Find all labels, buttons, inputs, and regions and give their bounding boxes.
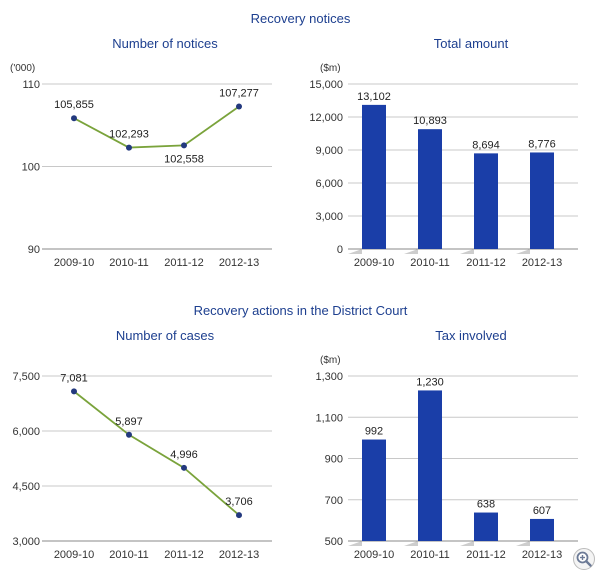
x-tick-label: 2011-12 <box>164 257 204 269</box>
y-tick-label: 6,000 <box>315 178 343 190</box>
bar <box>474 153 498 249</box>
chart-title: Number of cases <box>116 328 215 343</box>
y-tick-label: 3,000 <box>315 211 343 223</box>
data-label: 8,776 <box>528 138 556 150</box>
y-tick-label: 1,100 <box>315 412 343 424</box>
data-label: 1,230 <box>416 376 444 388</box>
series-line <box>73 390 240 516</box>
data-label: 102,293 <box>109 129 149 141</box>
unit-label: ($m) <box>320 63 341 74</box>
bar-shadow <box>460 541 474 546</box>
data-point <box>236 512 242 519</box>
data-point <box>181 142 187 149</box>
y-tick-label: 7,500 <box>12 371 40 383</box>
bar <box>418 390 442 541</box>
data-label: 8,694 <box>472 139 500 151</box>
bar <box>530 152 554 249</box>
data-point <box>71 115 77 122</box>
cases-line-chart: Number of cases 3,000 4,500 6,000 7,500 2009-… <box>12 328 272 561</box>
section-title-recovery-actions: Recovery actions in the District Court <box>193 303 408 318</box>
data-point <box>236 103 242 110</box>
y-tick-label: 110 <box>22 79 40 91</box>
data-label: 607 <box>533 505 551 517</box>
bar-shadow <box>516 249 530 254</box>
y-tick-label: 90 <box>28 244 40 256</box>
x-tick-label: 2009-10 <box>354 549 394 561</box>
x-tick-label: 2010-11 <box>410 257 450 269</box>
total-amount-bar-chart: Total amount ($m) 0 3,000 6,000 9,000 12,000 15… <box>309 36 578 269</box>
bar <box>474 512 498 541</box>
y-tick-label: 15,000 <box>309 79 343 91</box>
unit-label: ($m) <box>320 355 341 366</box>
x-tick-label: 2009-10 <box>54 549 94 561</box>
y-tick-label: 100 <box>22 162 40 174</box>
y-tick-label: 9,000 <box>315 145 343 157</box>
x-tick-label: 2012-13 <box>522 549 562 561</box>
data-label: 3,706 <box>225 496 253 508</box>
y-tick-label: 4,500 <box>12 481 40 493</box>
bar-shadow <box>348 249 362 254</box>
x-tick-label: 2009-10 <box>354 257 394 269</box>
bar-shadow <box>516 541 530 546</box>
data-label: 4,996 <box>170 449 198 461</box>
data-point <box>71 388 77 395</box>
bar <box>530 518 554 541</box>
y-tick-label: 700 <box>325 495 343 507</box>
data-label: 107,277 <box>219 87 259 99</box>
data-point <box>126 144 132 151</box>
chart-title: Total amount <box>434 36 509 51</box>
x-tick-label: 2010-11 <box>109 549 149 561</box>
data-label: 992 <box>365 426 383 438</box>
data-label: 102,558 <box>164 153 204 165</box>
bar <box>418 129 442 249</box>
data-label: 10,893 <box>413 115 447 127</box>
bar <box>362 104 386 250</box>
bar <box>362 439 386 541</box>
data-label: 13,102 <box>357 91 391 103</box>
x-tick-label: 2009-10 <box>54 257 94 269</box>
x-tick-label: 2011-12 <box>466 257 506 269</box>
y-tick-label: 500 <box>325 536 343 548</box>
x-tick-label: 2012-13 <box>522 257 562 269</box>
bar-shadow <box>348 541 362 546</box>
bar-shadow <box>460 249 474 254</box>
y-tick-label: 0 <box>337 244 343 256</box>
x-tick-label: 2012-13 <box>219 549 259 561</box>
data-label: 7,081 <box>60 372 88 384</box>
x-tick-label: 2011-12 <box>164 549 204 561</box>
y-tick-label: 6,000 <box>12 426 40 438</box>
bar-shadow <box>404 541 418 546</box>
x-tick-label: 2012-13 <box>219 257 259 269</box>
data-label: 5,897 <box>115 416 143 428</box>
chart-title: Number of notices <box>112 36 218 51</box>
data-point <box>181 464 187 471</box>
x-tick-label: 2010-11 <box>109 257 149 269</box>
y-tick-label: 1,300 <box>315 371 343 383</box>
data-label: 105,855 <box>54 99 94 111</box>
bar-shadow <box>404 249 418 254</box>
data-label: 638 <box>477 499 495 511</box>
chart-title: Tax involved <box>435 328 507 343</box>
unit-label: ('000) <box>10 63 35 74</box>
x-tick-label: 2010-11 <box>410 549 450 561</box>
data-point <box>126 431 132 438</box>
series-line <box>73 105 240 149</box>
notices-line-chart: Number of notices ('000) 90 100 110 2009-10 20… <box>10 36 272 269</box>
zoom-in-icon[interactable] <box>573 548 595 570</box>
y-tick-label: 900 <box>325 454 343 466</box>
x-tick-label: 2011-12 <box>466 549 506 561</box>
y-tick-label: 3,000 <box>12 536 40 548</box>
y-tick-label: 12,000 <box>309 112 343 124</box>
section-title-recovery-notices: Recovery notices <box>250 11 351 26</box>
tax-involved-bar-chart: Tax involved ($m) 500 700 900 1,100 1,300 2009-… <box>315 328 578 561</box>
